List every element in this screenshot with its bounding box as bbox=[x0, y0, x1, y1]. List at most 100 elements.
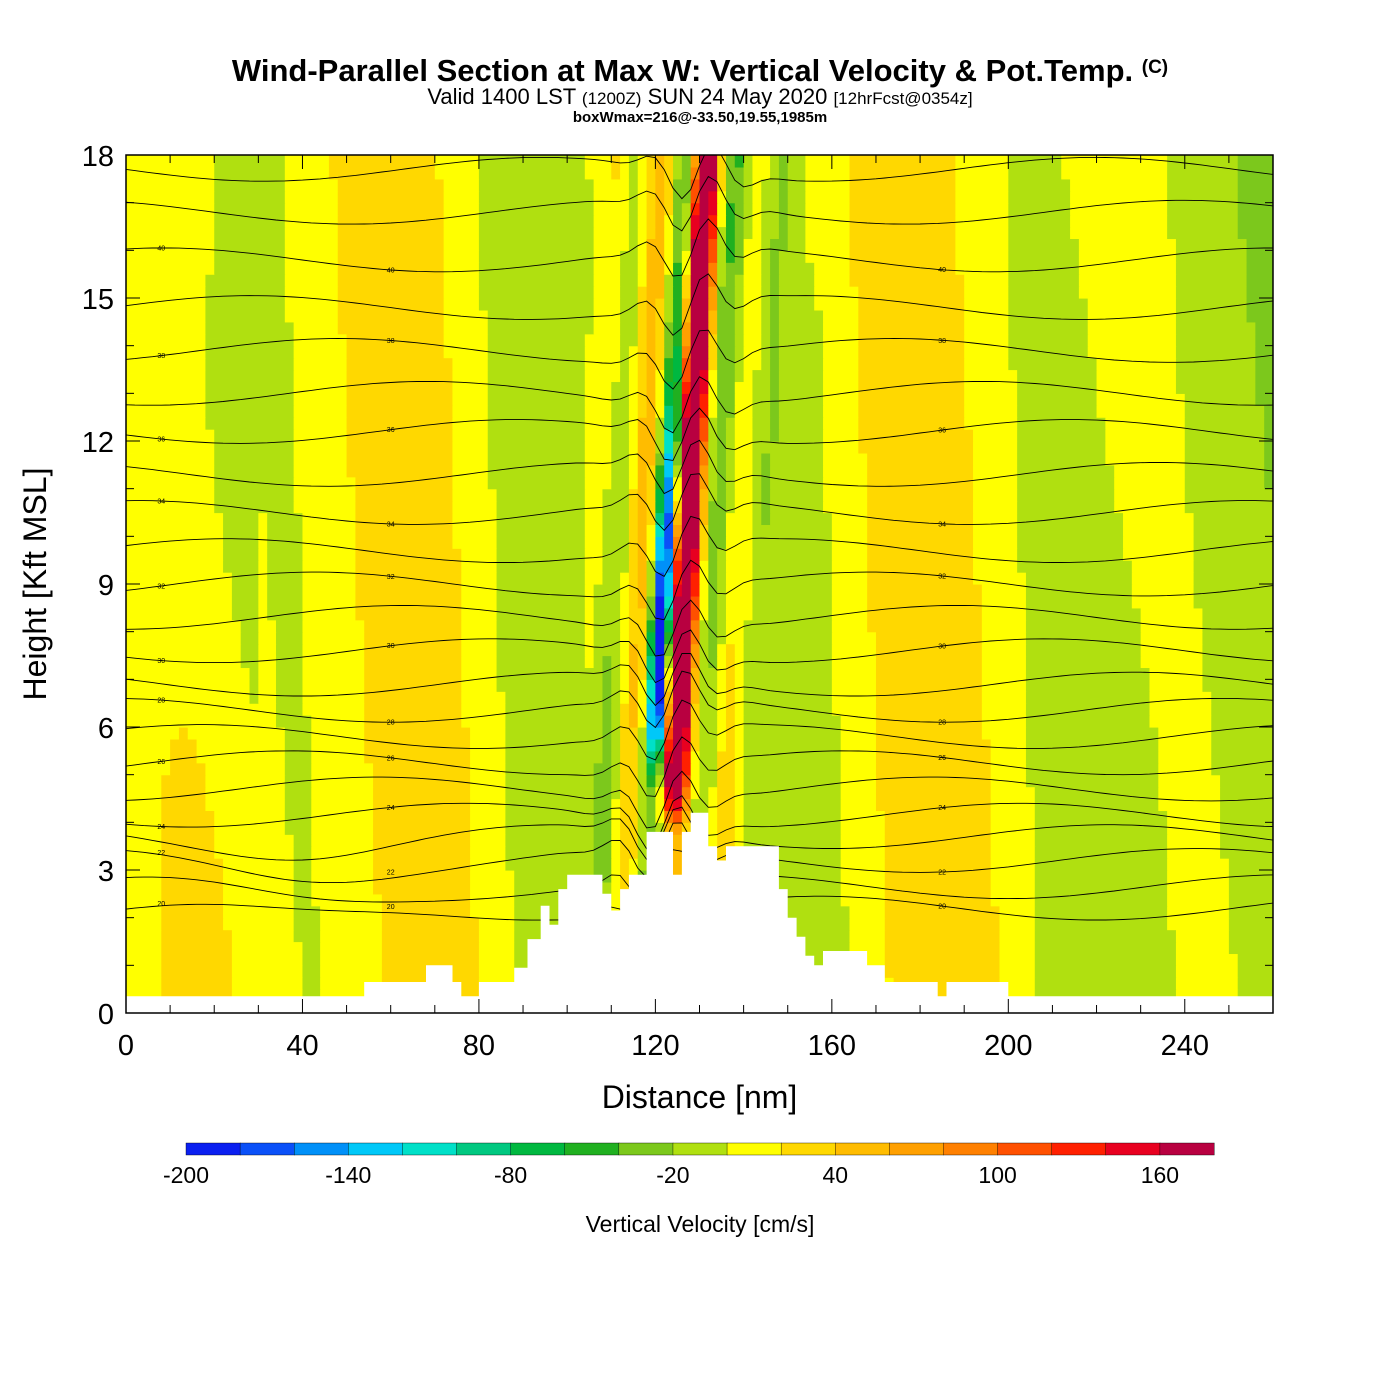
velocity-cell bbox=[981, 727, 1027, 740]
velocity-cell bbox=[664, 619, 674, 633]
velocity-cell bbox=[699, 643, 709, 657]
velocity-cell bbox=[1184, 476, 1265, 490]
velocity-cell bbox=[690, 703, 701, 716]
velocity-cell bbox=[637, 703, 648, 716]
velocity-cell bbox=[364, 738, 471, 752]
velocity-cell bbox=[611, 476, 630, 490]
velocity-cell bbox=[478, 250, 595, 263]
velocity-cell bbox=[443, 178, 480, 192]
velocity-cell bbox=[752, 452, 762, 466]
velocity-cell bbox=[717, 155, 727, 168]
velocity-cell bbox=[1237, 155, 1273, 168]
velocity-cell bbox=[734, 810, 745, 823]
velocity-cell bbox=[734, 417, 754, 430]
velocity-cell bbox=[126, 309, 207, 323]
velocity-cell bbox=[840, 750, 877, 764]
velocity-cell bbox=[981, 619, 1027, 633]
velocity-cell bbox=[496, 667, 604, 680]
velocity-cell bbox=[1008, 155, 1062, 168]
isentrope-label: 26 bbox=[387, 755, 395, 762]
velocity-cell bbox=[214, 476, 295, 490]
velocity-cell bbox=[743, 774, 842, 788]
velocity-cell bbox=[1220, 834, 1273, 847]
velocity-cell bbox=[1034, 893, 1168, 907]
velocity-cell bbox=[1034, 834, 1168, 847]
velocity-cell bbox=[364, 679, 462, 692]
velocity-cell bbox=[884, 810, 992, 823]
isentrope-line bbox=[126, 218, 1273, 277]
velocity-cell bbox=[293, 917, 321, 931]
velocity-cell bbox=[478, 953, 515, 966]
velocity-cell bbox=[699, 607, 709, 621]
isentrope-label: 32 bbox=[157, 584, 165, 591]
velocity-cell bbox=[708, 512, 727, 526]
velocity-cell bbox=[752, 548, 833, 561]
velocity-cell bbox=[231, 595, 259, 609]
velocity-cell bbox=[973, 500, 1018, 514]
velocity-cell bbox=[964, 417, 1018, 430]
velocity-cell bbox=[611, 727, 621, 740]
velocity-cell bbox=[646, 560, 656, 573]
velocity-cell bbox=[673, 715, 692, 728]
velocity-cell bbox=[611, 691, 621, 704]
velocity-cell bbox=[593, 786, 612, 800]
velocity-cell bbox=[628, 417, 639, 430]
velocity-cell bbox=[1008, 262, 1080, 275]
velocity-cell bbox=[646, 572, 656, 585]
velocity-cell bbox=[655, 155, 665, 168]
velocity-cell bbox=[364, 715, 462, 728]
velocity-cell bbox=[214, 226, 286, 240]
velocity-cell bbox=[664, 345, 674, 359]
velocity-cell bbox=[752, 226, 762, 240]
velocity-cell bbox=[584, 548, 604, 561]
velocity-cell bbox=[681, 155, 692, 168]
velocity-cell bbox=[761, 500, 771, 514]
velocity-cell bbox=[214, 262, 286, 275]
velocity-cell bbox=[231, 584, 259, 597]
velocity-cell bbox=[849, 917, 886, 931]
velocity-cell bbox=[690, 357, 709, 371]
velocity-cell bbox=[478, 929, 515, 943]
colorbar-swatch bbox=[889, 1142, 944, 1156]
velocity-cell bbox=[699, 560, 709, 573]
velocity-cell bbox=[699, 536, 709, 549]
velocity-cell bbox=[708, 262, 718, 275]
velocity-cell bbox=[126, 703, 277, 716]
velocity-cell bbox=[637, 655, 648, 669]
velocity-cell bbox=[373, 870, 471, 883]
velocity-cell bbox=[337, 238, 445, 251]
velocity-cell bbox=[664, 703, 674, 716]
velocity-cell bbox=[734, 238, 745, 251]
velocity-cell bbox=[1167, 226, 1239, 240]
velocity-cell bbox=[673, 607, 692, 621]
velocity-cell bbox=[320, 929, 383, 943]
velocity-cell bbox=[699, 679, 718, 692]
velocity-cell bbox=[602, 572, 621, 585]
velocity-cell bbox=[223, 560, 259, 573]
velocity-cell bbox=[770, 429, 780, 442]
velocity-cell bbox=[681, 786, 692, 800]
velocity-cell bbox=[778, 357, 824, 371]
velocity-cell bbox=[364, 643, 462, 657]
velocity-cell bbox=[646, 274, 665, 287]
velocity-cell bbox=[725, 214, 736, 228]
velocity-cell bbox=[690, 607, 701, 621]
velocity-cell bbox=[752, 572, 833, 585]
velocity-cell bbox=[717, 214, 727, 228]
velocity-cell bbox=[734, 834, 745, 847]
velocity-cell bbox=[646, 190, 656, 204]
velocity-cell bbox=[1087, 333, 1177, 347]
velocity-cell bbox=[717, 774, 736, 788]
velocity-cell bbox=[664, 679, 674, 692]
velocity-cell bbox=[637, 560, 648, 573]
velocity-cell bbox=[1025, 750, 1159, 764]
velocity-cell bbox=[1123, 536, 1195, 549]
velocity-cell bbox=[673, 822, 683, 835]
velocity-cell bbox=[452, 357, 489, 371]
velocity-cell bbox=[655, 405, 665, 418]
velocity-cell bbox=[584, 405, 612, 418]
velocity-cell bbox=[487, 357, 586, 371]
velocity-cell bbox=[655, 298, 665, 311]
velocity-cell bbox=[478, 214, 595, 228]
velocity-cell bbox=[364, 667, 462, 680]
